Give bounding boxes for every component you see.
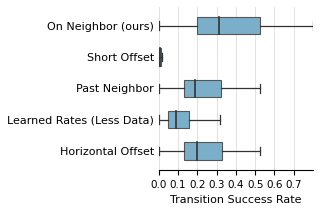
FancyBboxPatch shape	[197, 17, 260, 34]
FancyBboxPatch shape	[168, 111, 188, 128]
FancyBboxPatch shape	[184, 142, 222, 160]
FancyBboxPatch shape	[159, 48, 161, 66]
X-axis label: Transition Success Rate: Transition Success Rate	[170, 195, 302, 205]
FancyBboxPatch shape	[184, 80, 221, 97]
